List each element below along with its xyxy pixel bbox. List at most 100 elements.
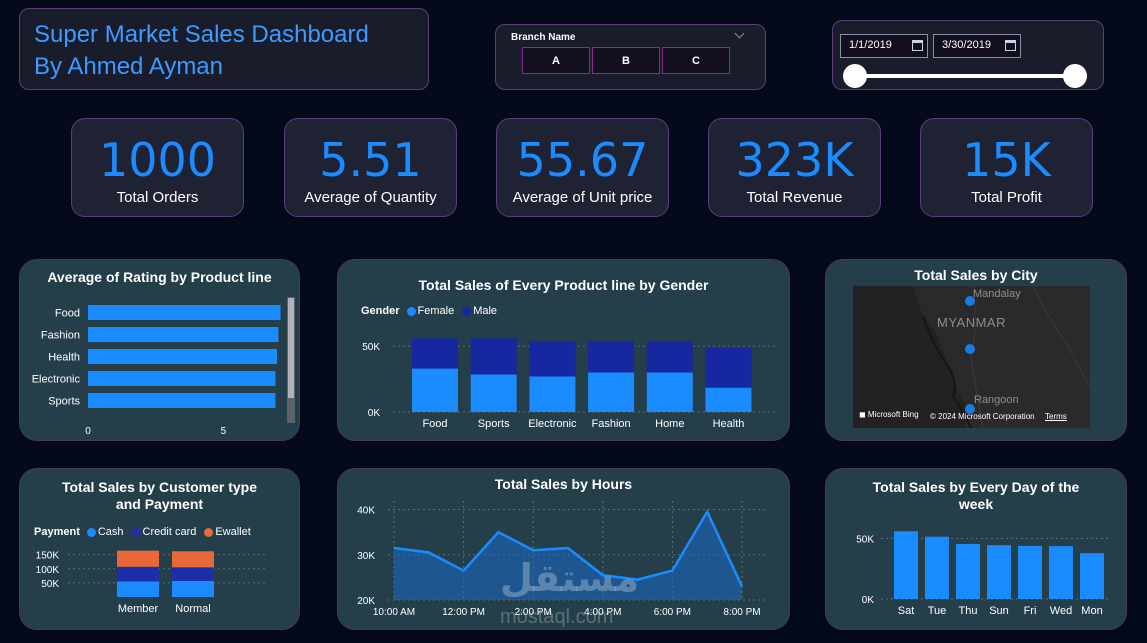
sales-by-customer-payment-chart[interactable]: Total Sales by Customer type and Payment… [19,468,300,630]
sales-by-product-gender-chart[interactable]: Total Sales of Every Product line by Gen… [337,259,790,441]
male-bar [646,341,693,373]
x-tick-label: 10:00 AM [373,607,415,618]
end-date-input[interactable]: 3/30/2019 [933,34,1021,58]
male-bar [705,347,752,388]
branch-button-b[interactable]: B [592,47,660,74]
chart-title: Total Sales by Every Day of the week [872,479,1080,512]
legend-item-female[interactable]: Female [406,305,454,317]
kpi-value: 15K [962,133,1051,187]
map-copyright: © 2024 Microsoft Corporation [930,412,1035,421]
category-label: Food [422,418,447,430]
cash-bar [172,580,214,597]
chart-title: Average of Rating by Product line [47,269,272,285]
dashboard-author: By Ahmed Ayman [34,53,223,80]
credit-card-dot-icon [131,527,141,537]
rating-by-product-line-chart[interactable]: Average of Rating by Product line Food Fa… [19,259,300,441]
city-bubble-yangon[interactable] [965,404,975,414]
branch-button-c[interactable]: C [662,47,730,74]
category-label: Sat [898,605,915,617]
legend-label: Credit card [142,526,197,538]
credit-card-bar [172,567,214,581]
map-label-myanmar: MYANMAR [937,315,1006,330]
chevron-down-icon[interactable] [734,28,745,39]
rating-bar [88,327,279,342]
date-slicer: 1/1/2019 3/30/2019 [832,20,1104,90]
map-label-mandalay: Mandalay [973,288,1021,300]
branch-slicer: Branch Name A B C [495,24,766,90]
legend-label: Ewallet [215,526,251,538]
days-chart-svg: 0K 50K Sat Tue Thu Sun Fri Wed Mon [856,531,1111,617]
day-bar [925,536,949,599]
map-canvas[interactable]: Mandalay MYANMAR Rangoon ◼ Microsoft Bin… [853,286,1090,428]
sales-by-day-chart[interactable]: Total Sales by Every Day of the week 0K 5… [825,468,1127,630]
rating-chart-svg: Food Fashion Health Electronic Sports 0 5 [32,297,295,437]
category-label: Wed [1050,605,1072,617]
y-tick-label: 0K [368,408,381,419]
category-label: Tue [928,605,947,617]
kpi-label: Total Revenue [746,189,843,206]
sales-by-hours-chart[interactable]: Total Sales by Hours 20K 30K 40K 10:00 AM 12… [337,468,790,630]
rating-bar [88,393,276,408]
category-label: Health [713,418,745,430]
map-terms-link[interactable]: Terms [1045,412,1067,421]
category-label: Food [55,308,80,320]
kpi-average-unit-price: 55.67 Average of Unit price [496,118,669,217]
payment-chart-svg: 50K 100K 150K Member Normal [36,551,265,615]
day-bar [987,545,1011,599]
male-bar [470,338,517,375]
city-bubble-mandalay[interactable] [965,296,975,306]
gender-legend: Gender Female Male [361,305,501,317]
kpi-label: Average of Quantity [304,189,437,206]
city-bubble-naypyitaw[interactable] [965,344,975,354]
category-label: Mon [1081,605,1102,617]
x-tick-label: 0 [85,426,91,437]
start-date-input[interactable]: 1/1/2019 [840,34,928,58]
gender-chart-svg: 0K 50K Food Sports Electronic Fashion Home Heal… [362,338,778,430]
date-range-end-handle[interactable] [1063,64,1087,88]
category-label: Thu [959,605,978,617]
legend-label: Cash [97,526,124,538]
cash-dot-icon [86,527,96,537]
x-tick-label: 2:00 PM [515,607,552,618]
category-label: Health [48,352,80,364]
cash-bar [117,581,159,597]
category-label: Electronic [32,374,81,386]
title-card: Super Market Sales Dashboard By Ahmed Ay… [19,8,429,90]
day-bar [1018,545,1042,599]
map-label-rangoon: Rangoon [974,394,1019,406]
kpi-value: 5.51 [319,133,422,187]
date-range-slider-track[interactable] [855,74,1075,78]
female-bar [529,376,576,412]
kpi-total-profit: 15K Total Profit [920,118,1093,217]
category-label: Fashion [41,330,80,342]
y-tick-label: 50K [41,579,59,590]
female-bar [412,368,458,412]
legend-item-male[interactable]: Male [462,305,497,317]
legend-item-credit-card[interactable]: Credit card [131,526,197,538]
male-bar [588,340,635,373]
chart-title: Total Sales by City [914,267,1038,283]
legend-item-cash[interactable]: Cash [86,526,124,538]
ewallet-bar [172,551,214,568]
date-range-start-handle[interactable] [843,64,867,88]
female-dot-icon [406,306,416,316]
rating-bar [88,371,276,386]
credit-card-bar [117,566,159,582]
start-date-value: 1/1/2019 [849,39,892,51]
ewallet-dot-icon [204,527,214,537]
kpi-label: Total Profit [971,189,1042,206]
legend-item-ewallet[interactable]: Ewallet [204,526,251,538]
sales-by-city-map[interactable]: Total Sales by City Mandalay MYANMAR Ran… [825,259,1127,441]
x-tick-label: 4:00 PM [584,607,621,618]
calendar-icon[interactable] [912,40,923,51]
kpi-value: 323K [735,133,854,187]
y-tick-label: 30K [357,551,375,562]
y-tick-label: 50K [362,342,380,353]
day-bar [1080,553,1104,599]
female-bar [646,372,693,412]
legend-label: Male [473,305,498,317]
female-bar [588,372,635,412]
branch-button-a[interactable]: A [522,47,590,74]
calendar-icon[interactable] [1005,40,1016,51]
y-tick-label: 20K [357,596,375,607]
